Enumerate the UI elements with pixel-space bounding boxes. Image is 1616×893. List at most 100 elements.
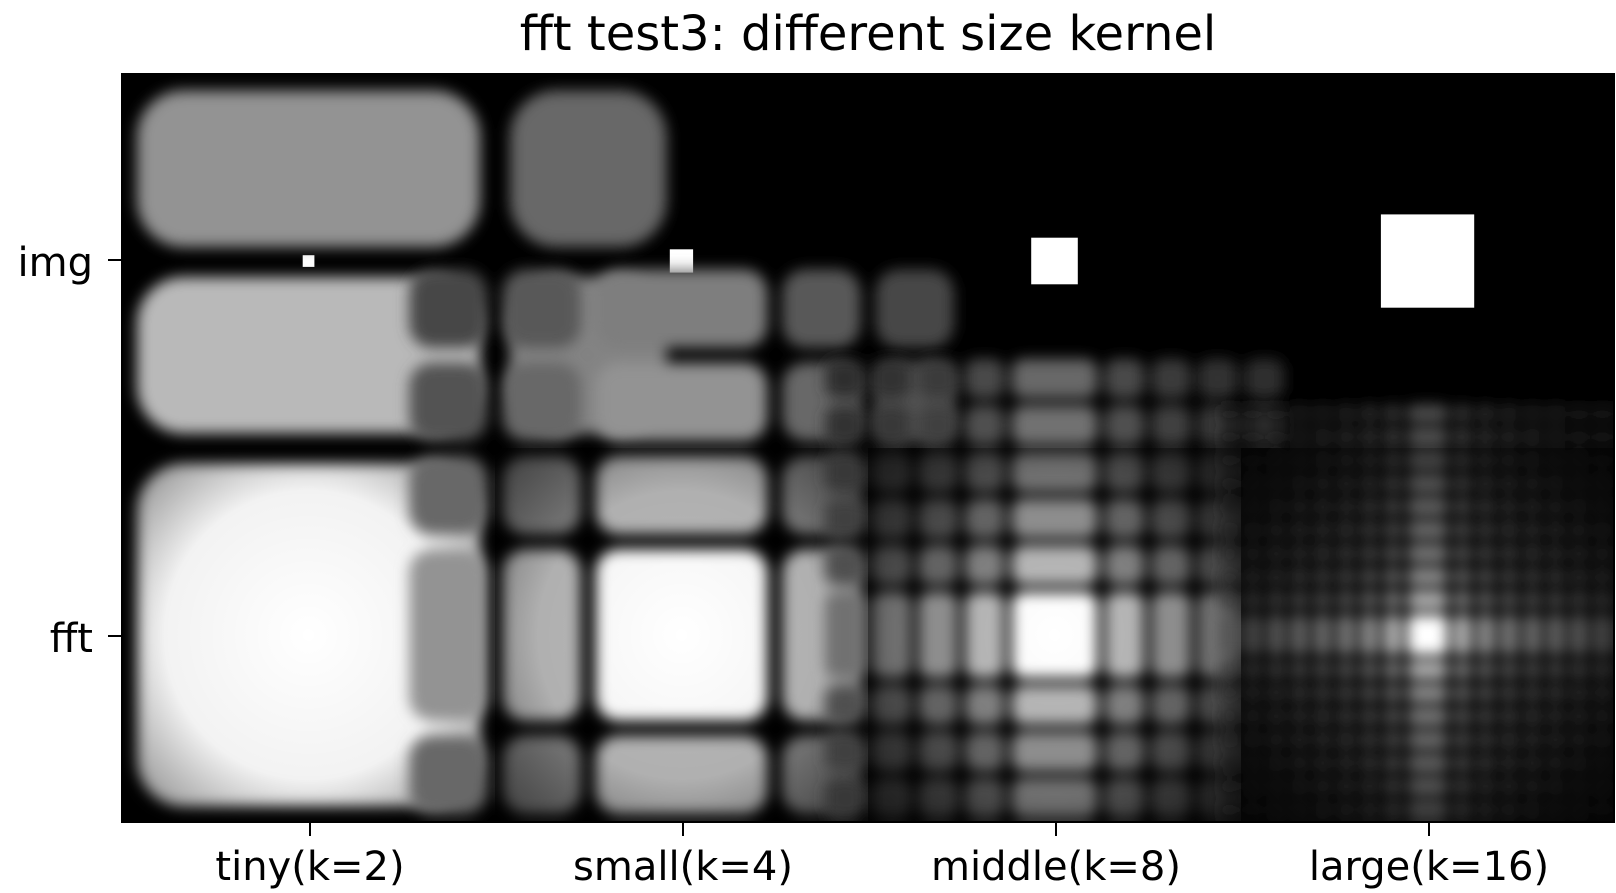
fft-lobe	[872, 825, 911, 864]
fft-lobe	[1267, 404, 1285, 423]
fft-lobe	[1267, 825, 1284, 842]
fft-lobe	[1220, 731, 1238, 749]
fft-spectrum-row	[0, 90, 1614, 893]
y-axis: img fft	[18, 240, 122, 662]
fft-lobe	[872, 872, 911, 893]
fft-lobe	[918, 359, 958, 399]
fft-lobe	[595, 362, 768, 441]
fft-lobe	[1383, 404, 1402, 423]
fft-lobe	[825, 685, 865, 725]
fft-lobe	[1220, 754, 1238, 772]
fft-panel-middle	[825, 359, 1284, 893]
axes-frame	[121, 73, 1615, 823]
image-axes	[0, 73, 1615, 893]
fft-lobe	[1220, 521, 1238, 539]
fft-lobe	[1245, 872, 1284, 893]
fft-lobe	[502, 269, 581, 348]
fft-lobe	[1244, 359, 1284, 399]
kernel-square-small	[669, 249, 694, 273]
kernel-square-middle	[1031, 237, 1078, 285]
fft-lobe	[1313, 404, 1332, 423]
fft-lobe	[1220, 428, 1238, 446]
fft-lobe	[825, 452, 865, 492]
fft-lobe	[1594, 848, 1611, 865]
fft-lobe	[825, 732, 865, 772]
fft-lobe	[825, 592, 865, 678]
fft-lobe	[136, 276, 481, 434]
x-axis: tiny(k=2) small(k=4) middle(k=8) large(k…	[215, 822, 1549, 890]
fft-lobe	[1220, 591, 1238, 609]
fft-lobe	[1291, 848, 1308, 865]
fft-lobe	[1104, 359, 1145, 399]
fft-lobe	[1570, 428, 1588, 446]
fft-lobe	[1500, 825, 1517, 842]
fft-lobe	[595, 269, 768, 348]
fft-lobe	[1594, 825, 1611, 842]
fft-lobe	[1477, 428, 1495, 446]
x-tick-label-large: large(k=16)	[1309, 844, 1549, 890]
fft-lobe	[1361, 825, 1378, 842]
fft-lobe	[1244, 404, 1262, 423]
fft-lobe	[782, 829, 860, 893]
fft-vignette	[495, 448, 868, 822]
fft-lobe	[509, 90, 667, 248]
fft-lobe	[1407, 428, 1448, 446]
fft-lobe	[1453, 404, 1472, 423]
fft-lobe	[1151, 405, 1191, 445]
kernel-image-row	[302, 214, 1475, 308]
fft-lobe	[0, 277, 107, 434]
fft-lobe	[825, 872, 864, 893]
fft-lobe	[1220, 451, 1238, 469]
fft-lobe	[1220, 614, 1238, 656]
fft-lobe	[1220, 568, 1238, 586]
y-tick-label-img: img	[18, 240, 93, 286]
fft-panel-large	[1220, 404, 1614, 865]
fft-lobe	[1220, 498, 1238, 516]
fft-lobe	[1547, 825, 1564, 842]
fft-lobe	[409, 362, 488, 441]
fft-lobe	[1314, 825, 1331, 842]
fft-lobe	[1547, 848, 1564, 865]
fft-lobe	[825, 498, 865, 539]
fft-lobe	[0, 90, 107, 247]
fft-lobe	[1245, 825, 1284, 864]
fft-lobe	[1570, 848, 1587, 865]
fft-lobe	[1500, 404, 1518, 423]
fft-lobe	[1220, 544, 1238, 563]
fft-lobe	[1313, 428, 1332, 446]
fft-lobe	[1011, 359, 1098, 399]
fft-lobe	[1593, 428, 1611, 446]
fft-lobe	[409, 735, 488, 814]
fft-lobe	[1244, 825, 1261, 842]
fft-lobe	[825, 778, 865, 818]
x-tick-label-middle: middle(k=8)	[931, 844, 1181, 890]
fft-lobe	[1151, 359, 1191, 399]
fft-lobe	[1220, 404, 1238, 423]
fft-lobe	[918, 405, 958, 445]
fft-lobe	[1383, 428, 1402, 446]
fft-lobe	[1290, 428, 1308, 446]
fft-lobe	[1547, 404, 1565, 423]
fft-lobe	[1570, 825, 1587, 842]
fft-lobe	[1523, 404, 1542, 423]
fft-lobe	[1360, 428, 1378, 446]
fft-lobe	[1220, 474, 1238, 493]
fft-lobe	[825, 545, 865, 585]
fft-lobe	[1221, 848, 1238, 865]
fft-lobe	[1290, 404, 1308, 423]
fft-lobe	[875, 269, 954, 348]
fft-lobe	[1198, 359, 1238, 399]
fft-lobe	[1104, 405, 1145, 445]
fft-lobe	[409, 549, 488, 721]
fft-lobe	[1220, 801, 1238, 819]
fft-lobe	[1593, 404, 1611, 423]
fft-vignette	[1241, 448, 1614, 822]
fft-lobe	[1244, 848, 1261, 865]
kernel-square-large	[1380, 214, 1475, 308]
y-tick-label-fft: fft	[50, 616, 93, 662]
fft-lobe	[1244, 428, 1262, 446]
fft-lobe	[409, 456, 488, 535]
fft-lobe	[1454, 825, 1471, 842]
fft-lobe	[1523, 428, 1542, 446]
fft-lobe	[965, 405, 1005, 445]
